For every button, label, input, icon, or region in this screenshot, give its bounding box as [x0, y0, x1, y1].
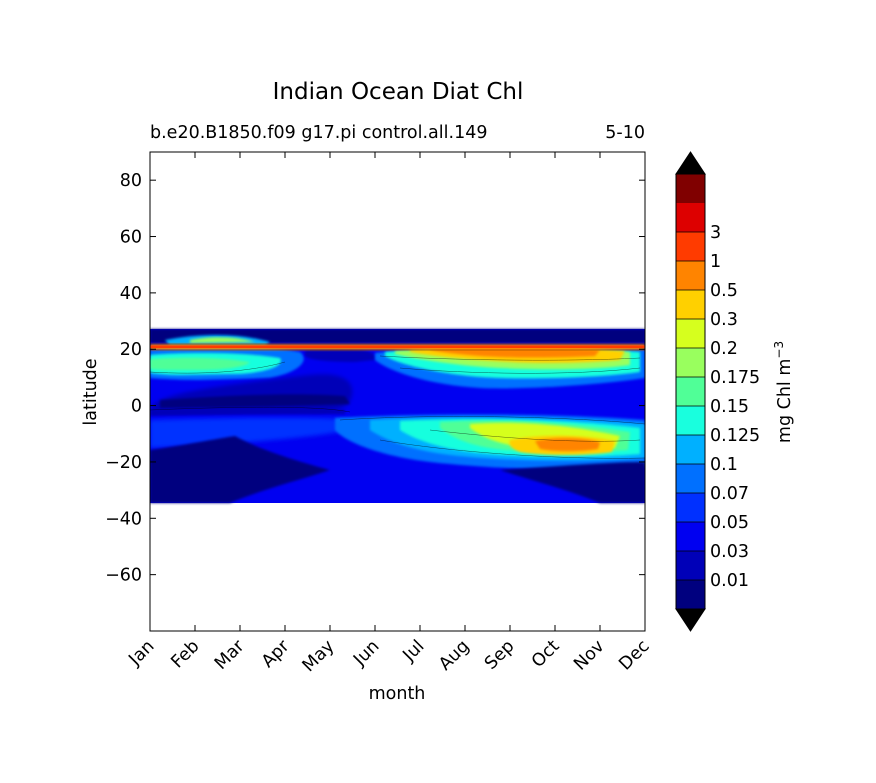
colorbar-label-text: mg Chl m [775, 359, 795, 444]
colorbar-extend-min [675, 608, 706, 632]
y-tick-label: −60 [105, 566, 142, 586]
colorbar-tick-label: 0.125 [710, 426, 760, 446]
colorbar-tick-label: 0.175 [710, 368, 760, 388]
colorbar-segment [676, 203, 705, 232]
colorbar-tick-label: 0.3 [710, 310, 738, 330]
colorbar-tick-label: 0.1 [710, 455, 738, 475]
colorbar-segment [676, 290, 705, 319]
colorbar-tick-label: 3 [710, 223, 721, 243]
chart-title: Indian Ocean Diat Chl [273, 79, 524, 105]
colorbar: 0.01 0.03 0.05 0.07 0.1 0.125 0.15 0.175 0.2 0.3 0… [675, 151, 760, 632]
x-tick-label: Jun [349, 636, 383, 670]
y-tick-label: 40 [120, 284, 142, 304]
colorbar-label-exponent: −3 [772, 341, 786, 359]
contour-field [150, 329, 645, 503]
colorbar-tick-label: 0.01 [710, 571, 749, 591]
colorbar-segment [676, 174, 705, 203]
colorbar-tick-label: 0.03 [710, 542, 749, 562]
x-tick-label: Aug [435, 636, 473, 674]
x-tick-label: Feb [167, 636, 203, 672]
chart-subtitle-left: b.e20.B1850.f09 g17.pi control.all.149 [150, 123, 487, 143]
x-tick-label: May [299, 636, 339, 676]
x-tick-label: Sep [481, 636, 518, 673]
colorbar-tick-label: 0.07 [710, 484, 749, 504]
x-tick-label: Oct [528, 636, 564, 672]
x-tick-label: Jul [399, 636, 429, 666]
colorbar-label: mg Chl m−3 [772, 341, 795, 443]
colorbar-tick-label: 0.2 [710, 339, 738, 359]
y-tick-label: 80 [120, 171, 142, 191]
y-tick-label: 20 [120, 340, 142, 360]
x-tick-label: Mar [211, 636, 249, 674]
colorbar-segment [676, 319, 705, 348]
y-axis: 80 60 40 20 0 −20 −40 −60 [105, 171, 645, 586]
x-axis-label: month [369, 684, 426, 704]
colorbar-segment [676, 580, 705, 609]
colorbar-tick-label: 0.5 [710, 281, 738, 301]
colorbar-tick-label: 0.15 [710, 397, 749, 417]
y-tick-label: 60 [120, 228, 142, 248]
colorbar-segment [676, 406, 705, 435]
colorbar-tick-label: 0.05 [710, 513, 749, 533]
y-axis-label: latitude [81, 358, 101, 425]
chart-subtitle-right: 5-10 [605, 123, 645, 143]
colorbar-frame [675, 173, 706, 610]
plot-frame [149, 151, 646, 632]
x-tick-label: Jan [125, 636, 159, 670]
colorbar-segment [676, 493, 705, 522]
y-tick-label: 0 [131, 397, 142, 417]
colorbar-extend-max [675, 151, 706, 175]
x-tick-label: Apr [258, 636, 294, 672]
colorbar-segment [676, 261, 705, 290]
colorbar-segment [676, 377, 705, 406]
colorbar-tick-label: 1 [710, 252, 721, 272]
x-tick-label: Dec [615, 636, 653, 674]
colorbar-segment [676, 232, 705, 261]
y-tick-label: −20 [105, 453, 142, 473]
colorbar-segment [676, 551, 705, 580]
x-tick-label: Nov [570, 636, 608, 674]
colorbar-segment [676, 348, 705, 377]
colorbar-segment [676, 522, 705, 551]
y-tick-label: −40 [105, 509, 142, 529]
colorbar-segment [676, 435, 705, 464]
colorbar-segment [676, 464, 705, 493]
